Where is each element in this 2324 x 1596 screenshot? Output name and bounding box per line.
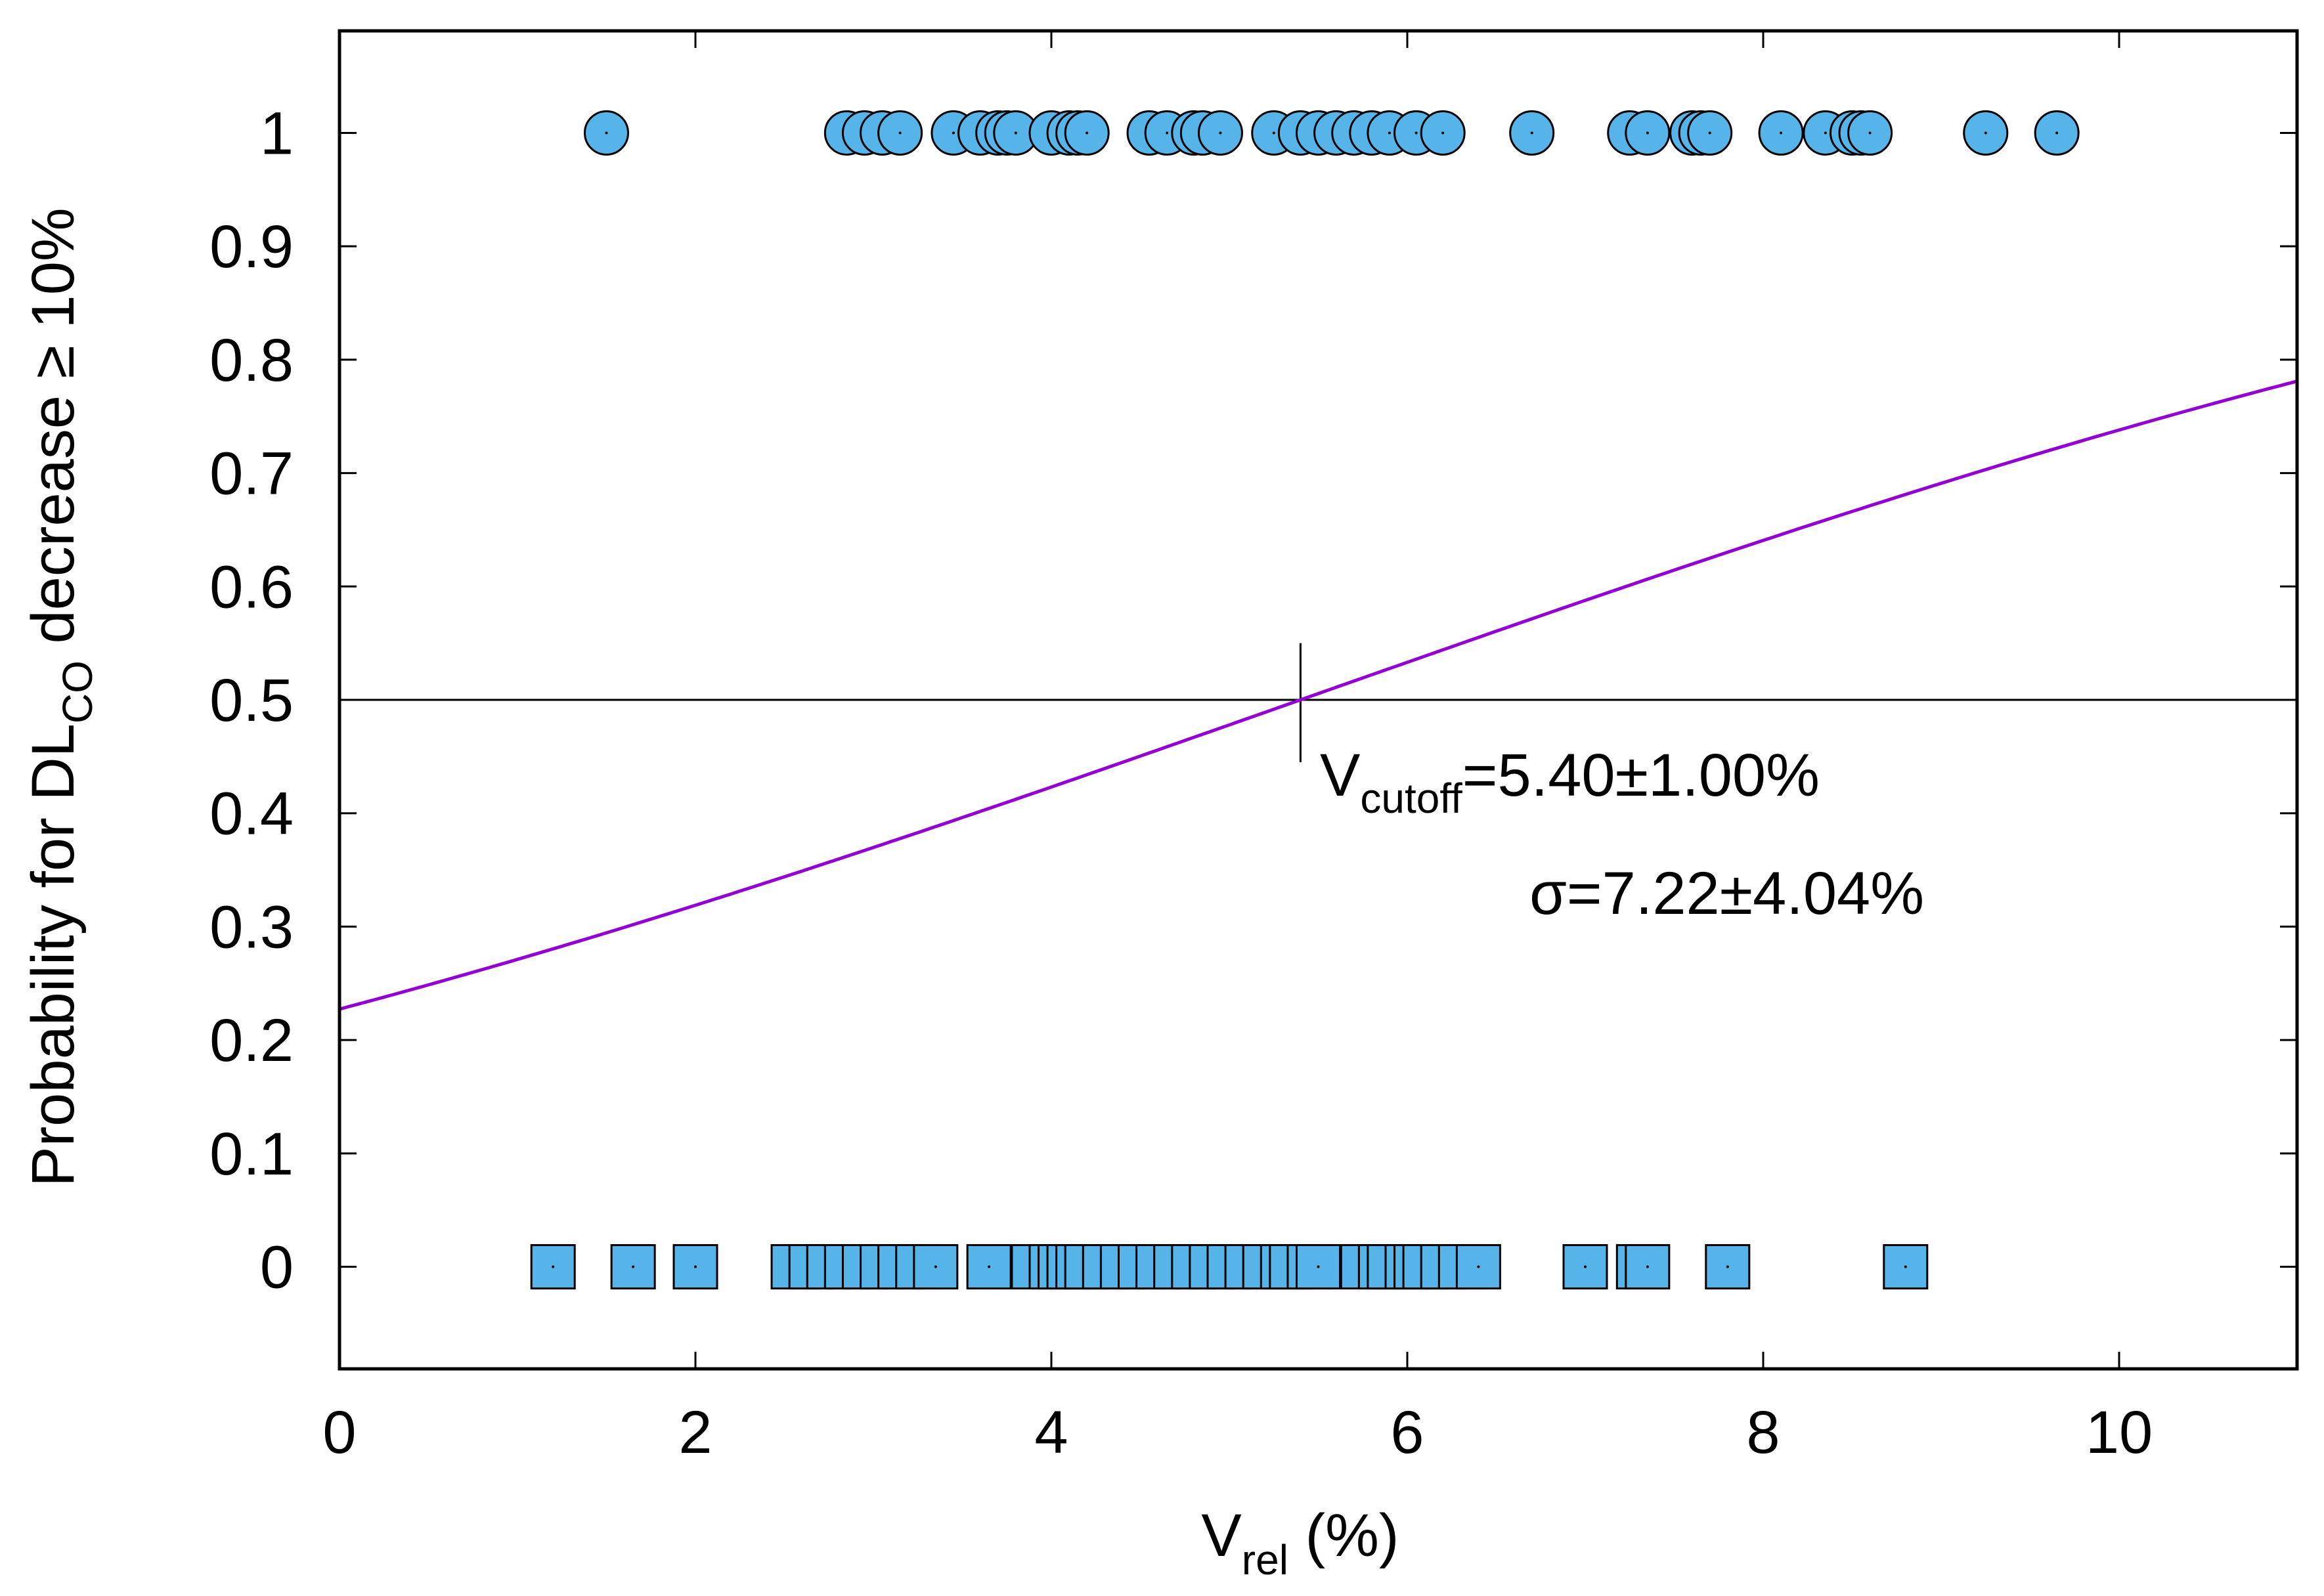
y-tick-label: 0.8 bbox=[209, 327, 294, 394]
annotation-sigma: σ=7.22±4.04% bbox=[1529, 860, 1924, 927]
y-tick-label: 0.6 bbox=[209, 553, 294, 620]
data-point-center bbox=[552, 1265, 555, 1268]
x-tick-label: 2 bbox=[678, 1399, 712, 1466]
data-point-center bbox=[1388, 131, 1391, 135]
y-tick-label: 1 bbox=[260, 100, 294, 167]
data-point-center bbox=[1904, 1265, 1907, 1268]
y-tick-label: 0 bbox=[260, 1234, 294, 1301]
data-point-center bbox=[1726, 1265, 1729, 1268]
data-point-center bbox=[694, 1265, 697, 1268]
data-point-center bbox=[2055, 131, 2059, 135]
y-tick-label: 0.7 bbox=[209, 441, 294, 507]
data-point-center bbox=[1868, 131, 1872, 135]
data-point-center bbox=[1317, 1265, 1320, 1268]
x-tick-label: 10 bbox=[2086, 1399, 2153, 1466]
data-point-center bbox=[1014, 131, 1017, 135]
data-point-center bbox=[1780, 131, 1783, 135]
data-point-center bbox=[632, 1265, 635, 1268]
tick-labels: 0 2 4 6 8 10 0 0.1 0.2 0.3 0.4 0.5 0.6 0.7 0.8 0.9 1 bbox=[209, 100, 2153, 1466]
data-point-center bbox=[1085, 131, 1089, 135]
fit-curve bbox=[339, 379, 2298, 1011]
data-points bbox=[530, 110, 2080, 1290]
y-tick-label: 0.1 bbox=[209, 1121, 294, 1188]
data-point-center bbox=[605, 131, 608, 135]
data-point-center bbox=[1477, 1265, 1480, 1268]
x-tick-label: 4 bbox=[1034, 1399, 1068, 1466]
data-point-center bbox=[934, 1265, 937, 1268]
data-point-center bbox=[1584, 1265, 1587, 1268]
x-tick-label: 6 bbox=[1390, 1399, 1424, 1466]
data-point-center bbox=[1166, 131, 1169, 135]
data-point-center bbox=[952, 131, 955, 135]
data-point-center bbox=[1219, 131, 1222, 135]
data-point-center bbox=[1824, 131, 1827, 135]
y-axis-label: Probability for DLCO decrease ≥ 10% bbox=[20, 207, 101, 1186]
x-axis-label: Vrel (%) bbox=[1201, 1502, 1399, 1584]
data-point-center bbox=[1441, 131, 1445, 135]
y-tick-label: 0.2 bbox=[209, 1007, 294, 1074]
x-tick-label: 8 bbox=[1746, 1399, 1780, 1466]
x-tick-label: 0 bbox=[322, 1399, 356, 1466]
y-tick-label: 0.9 bbox=[209, 213, 294, 280]
data-point-center bbox=[1708, 131, 1711, 135]
y-tick-label: 0.5 bbox=[209, 667, 294, 734]
data-point-center bbox=[988, 1265, 991, 1268]
data-point-center bbox=[1646, 131, 1649, 135]
data-point-center bbox=[1530, 131, 1533, 135]
data-point-center bbox=[1646, 1265, 1649, 1268]
data-point-center bbox=[898, 131, 902, 135]
data-point-center bbox=[1272, 131, 1275, 135]
data-point-center bbox=[1984, 131, 1987, 135]
annotation-cutoff: Vcutoff=5.40±1.00% bbox=[1320, 742, 1820, 822]
y-tick-label: 0.4 bbox=[209, 781, 294, 848]
data-point-center bbox=[1414, 131, 1418, 135]
y-tick-label: 0.3 bbox=[209, 894, 294, 960]
plot-frame bbox=[338, 29, 2299, 1371]
